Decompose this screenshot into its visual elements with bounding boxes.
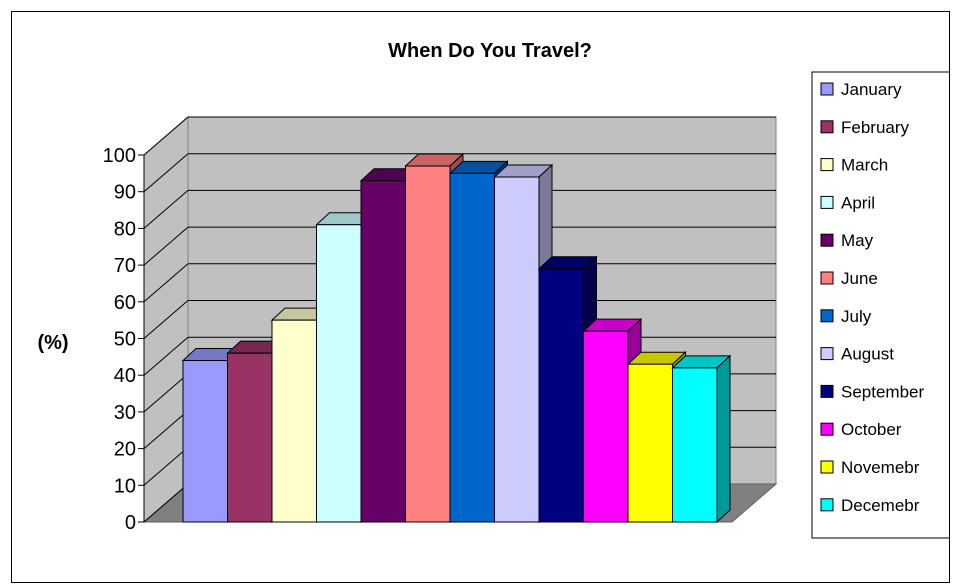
legend-swatch xyxy=(820,384,834,398)
gridline xyxy=(143,300,189,339)
bar-front xyxy=(672,367,718,523)
bar-front xyxy=(627,363,673,523)
gridline xyxy=(143,116,189,156)
legend-label: April xyxy=(841,193,875,212)
y-tick-label: 100 xyxy=(103,145,136,167)
y-tick-label: 70 xyxy=(114,255,136,277)
chart-frame: When Do You Travel? (%) 0 10 20 30 40 50 60 70 8… xyxy=(11,11,950,583)
legend-swatch xyxy=(820,271,834,285)
y-axis-ticks: 0 10 20 30 40 50 60 70 80 90 100 xyxy=(103,145,136,534)
gridline xyxy=(143,190,189,229)
legend-label: May xyxy=(841,231,874,250)
legend-item: May xyxy=(820,231,874,250)
legend-swatch xyxy=(820,460,834,474)
bar-front xyxy=(583,330,629,523)
bar-front xyxy=(494,176,540,523)
gridline xyxy=(143,373,189,413)
legend-swatch xyxy=(820,195,834,209)
gridline xyxy=(143,336,189,376)
legend-item: September xyxy=(820,382,924,401)
legend-swatch xyxy=(820,498,834,512)
legend-label: August xyxy=(841,345,894,364)
legend-item: October xyxy=(820,420,902,439)
bar-front xyxy=(182,360,228,523)
bar-front xyxy=(271,319,317,523)
gridline xyxy=(143,446,189,486)
legend-label: June xyxy=(841,269,878,288)
bars xyxy=(181,152,732,524)
legend-swatch xyxy=(820,422,834,436)
legend-label: February xyxy=(841,118,910,137)
legend-swatch xyxy=(820,233,834,247)
y-tick-label: 30 xyxy=(114,402,136,424)
legend: January February March April May June July Augu… xyxy=(811,71,949,539)
legend-item: August xyxy=(820,345,894,364)
bar-front xyxy=(227,352,273,523)
legend-label: January xyxy=(841,80,902,99)
y-tick-label: 0 xyxy=(125,512,136,534)
legend-item: June xyxy=(820,269,878,288)
y-tick-label: 10 xyxy=(114,475,136,497)
legend-item: Novemebr xyxy=(820,458,920,477)
gridline xyxy=(143,410,189,449)
legend-label: Novemebr xyxy=(841,458,920,477)
legend-item: July xyxy=(820,307,872,326)
gridline xyxy=(143,263,189,303)
legend-item: Decemebr xyxy=(820,496,920,515)
legend-label: September xyxy=(841,382,924,401)
y-tick-label: 90 xyxy=(114,182,136,204)
legend-label: Decemebr xyxy=(841,496,920,515)
bar-front xyxy=(360,180,406,523)
gridline xyxy=(143,153,189,193)
legend-label: October xyxy=(841,420,902,439)
bar-front xyxy=(449,172,495,523)
gridline xyxy=(143,483,189,523)
legend-label: March xyxy=(841,156,888,175)
legend-item: January xyxy=(820,80,902,99)
bar-front xyxy=(316,224,362,523)
chart-title: When Do You Travel? xyxy=(388,40,592,62)
legend-item: March xyxy=(820,156,888,175)
bar-front xyxy=(405,165,451,523)
legend-item: February xyxy=(820,118,910,137)
y-tick-label: 50 xyxy=(114,329,136,351)
legend-swatch xyxy=(820,120,834,134)
bar-decemebr xyxy=(671,354,732,524)
legend-item: April xyxy=(820,193,875,212)
legend-box xyxy=(811,71,949,539)
y-tick-label: 60 xyxy=(114,292,136,314)
legend-label: July xyxy=(841,307,872,326)
y-tick-label: 40 xyxy=(114,365,136,387)
y-tick-label: 80 xyxy=(114,218,136,240)
y-axis-label: (%) xyxy=(37,332,68,354)
bar-front xyxy=(538,268,584,523)
legend-swatch xyxy=(820,347,834,361)
legend-swatch xyxy=(820,309,834,323)
legend-swatch xyxy=(820,82,834,96)
gridline xyxy=(143,226,189,266)
chart-plot: When Do You Travel? (%) 0 10 20 30 40 50 60 70 8… xyxy=(37,40,949,539)
legend-swatch xyxy=(820,158,834,172)
bar-side xyxy=(716,354,731,524)
y-tick-label: 20 xyxy=(114,439,136,461)
